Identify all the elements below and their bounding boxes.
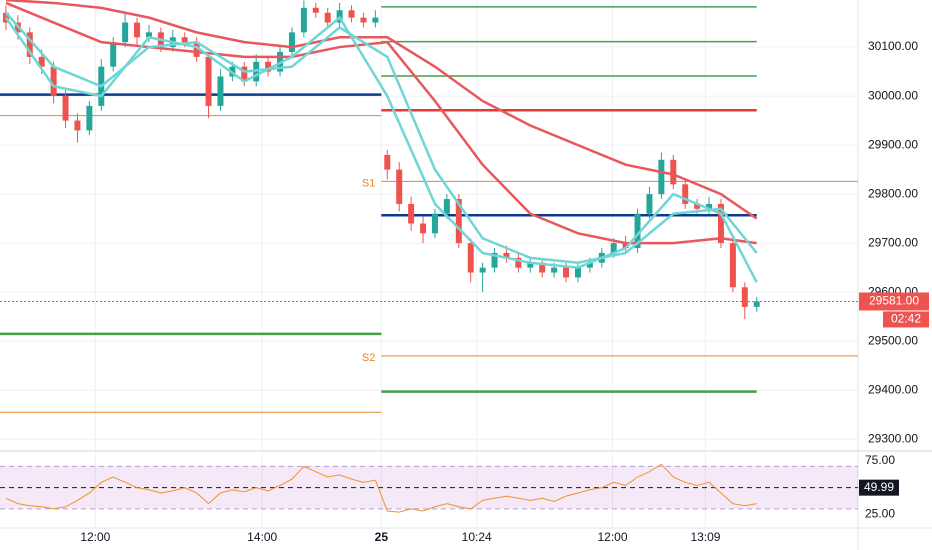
candle-body xyxy=(62,96,69,121)
candle-body xyxy=(455,199,462,244)
x-tick-label: 14:00 xyxy=(247,530,277,544)
candle-body xyxy=(622,243,629,249)
candle-body xyxy=(539,262,546,273)
moving-average xyxy=(5,11,758,265)
candle-body xyxy=(300,7,307,33)
last-price-box xyxy=(859,292,929,311)
candle-body xyxy=(467,243,474,273)
candle-body xyxy=(682,184,689,204)
y-tick-label: 29400.00 xyxy=(868,382,918,396)
moving-average xyxy=(4,15,758,283)
candle-body xyxy=(312,7,319,13)
candle-body xyxy=(396,169,403,204)
candle-body xyxy=(384,154,391,170)
x-tick-label: 12:00 xyxy=(598,530,628,544)
candle-body xyxy=(74,120,81,131)
candle-body xyxy=(86,105,93,131)
candle-body xyxy=(491,252,498,268)
y-tick-label: 29300.00 xyxy=(868,431,918,445)
candle-body xyxy=(706,203,713,209)
rsi-tick-label: 75.00 xyxy=(865,453,895,467)
candle-body xyxy=(288,32,295,52)
candle-body xyxy=(729,243,736,288)
candle-body xyxy=(241,66,248,82)
candle-body xyxy=(670,159,677,185)
x-tick-label: 12:00 xyxy=(80,530,110,544)
candle-body xyxy=(265,61,272,72)
candle-body xyxy=(694,203,701,209)
candle-body xyxy=(717,203,724,244)
candle-body xyxy=(50,66,57,97)
candle-body xyxy=(408,203,415,224)
candle-body xyxy=(145,32,152,38)
candle-body xyxy=(134,22,141,38)
candle-body xyxy=(586,262,593,268)
candle-body xyxy=(753,301,760,307)
rsi-line xyxy=(5,463,757,513)
candle-body xyxy=(479,267,486,273)
candle-body xyxy=(515,257,522,268)
countdown: 02:42 xyxy=(891,312,921,326)
y-tick-label: 29800.00 xyxy=(868,186,918,200)
candle-body xyxy=(527,262,534,268)
moving-average xyxy=(5,1,757,245)
candle-body xyxy=(122,22,129,43)
candle-body xyxy=(431,213,438,234)
rsi-mid-label: 49.99 xyxy=(864,480,894,494)
x-tick-label: 25 xyxy=(375,530,389,544)
y-tick-label: 29700.00 xyxy=(868,235,918,249)
candle-body xyxy=(193,42,200,57)
candle-body xyxy=(634,213,641,249)
candle-body xyxy=(38,56,45,67)
y-tick-label: 30100.00 xyxy=(868,39,918,53)
candle-body xyxy=(110,42,117,67)
candle-body xyxy=(503,252,510,258)
candle-body xyxy=(658,159,665,195)
y-tick-label: 30000.00 xyxy=(868,88,918,102)
candle-body xyxy=(217,76,224,106)
candle-body xyxy=(205,56,212,106)
candle-body xyxy=(26,32,33,57)
moving-average xyxy=(5,0,758,220)
y-tick-label: 29900.00 xyxy=(868,137,918,151)
last-price-label: 29581.00 xyxy=(869,294,919,308)
candle-body xyxy=(551,267,558,273)
candle-body xyxy=(574,267,581,278)
x-tick-label: 10:24 xyxy=(462,530,492,544)
rsi-mid-box xyxy=(859,479,899,496)
candle-body xyxy=(420,223,427,234)
rsi-tick-label: 25.00 xyxy=(865,506,895,520)
candle-body xyxy=(348,10,355,18)
level-label: S1 xyxy=(362,177,375,189)
candle-body xyxy=(372,17,379,23)
candle-body xyxy=(360,17,367,23)
countdown-box xyxy=(883,311,929,328)
candle-body xyxy=(646,194,653,214)
candle-body xyxy=(181,37,188,43)
y-tick-label: 29500.00 xyxy=(868,333,918,347)
candle-body xyxy=(443,199,450,214)
candle-body xyxy=(324,12,331,23)
candle-body xyxy=(741,287,748,307)
candle-body xyxy=(563,267,570,278)
level-label: S2 xyxy=(362,352,375,364)
candle-body xyxy=(2,12,9,23)
x-tick-label: 13:09 xyxy=(690,530,720,544)
candle-body xyxy=(610,243,617,253)
